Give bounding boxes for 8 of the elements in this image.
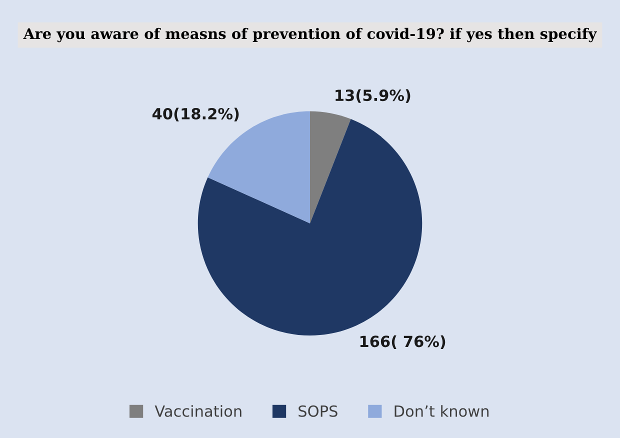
legend-label: SOPS (298, 405, 338, 417)
legend-label: Vaccination (154, 405, 242, 417)
chart-title: Are you aware of measns of prevention of covid-19? if yes then specify (23, 28, 597, 42)
data-label: 40(18.2%) (152, 108, 239, 122)
pie-slice (310, 111, 351, 224)
data-label: 13(5.9%) (336, 89, 410, 103)
legend-label: Don’t known (394, 405, 489, 417)
data-label: 166( 76%) (360, 335, 446, 350)
